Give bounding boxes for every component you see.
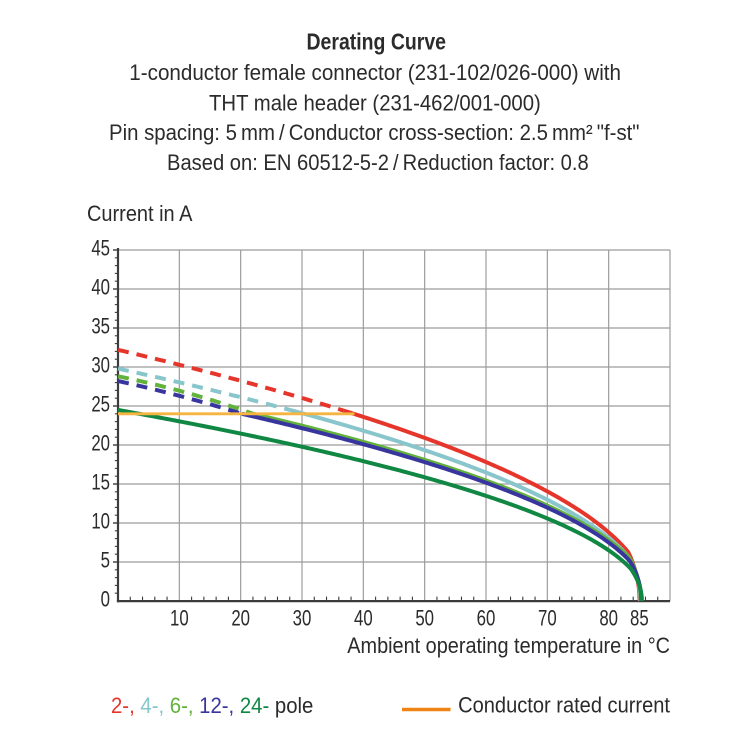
svg-text:40: 40 xyxy=(354,606,373,631)
svg-text:20: 20 xyxy=(231,606,250,631)
svg-text:0: 0 xyxy=(101,587,110,612)
svg-text:30: 30 xyxy=(91,353,110,378)
svg-text:Based on: EN 60512-5-2 / Reduc: Based on: EN 60512-5-2 / Reduction facto… xyxy=(167,151,589,175)
svg-text:10: 10 xyxy=(91,509,110,534)
svg-text:Derating Curve: Derating Curve xyxy=(307,29,447,55)
svg-text:15: 15 xyxy=(91,470,110,495)
svg-text:Ambient operating temperature: Ambient operating temperature in °C xyxy=(347,634,670,658)
svg-text:30: 30 xyxy=(293,606,312,631)
svg-text:Pin spacing: 5 mm / Conductor: Pin spacing: 5 mm / Conductor cross-sect… xyxy=(109,121,640,145)
svg-text:20: 20 xyxy=(91,431,110,456)
svg-text:5: 5 xyxy=(101,548,110,573)
svg-text:Conductor rated current: Conductor rated current xyxy=(458,694,670,718)
svg-text:80: 80 xyxy=(599,606,618,631)
svg-text:THT male header (231-462/001-0: THT male header (231-462/001-000) xyxy=(209,92,541,116)
svg-text:40: 40 xyxy=(91,275,110,300)
svg-text:60: 60 xyxy=(477,606,496,631)
svg-text:10: 10 xyxy=(170,606,189,631)
svg-text:50: 50 xyxy=(415,606,434,631)
svg-text:1-conductor female connector (: 1-conductor female connector (231-102/02… xyxy=(129,61,621,86)
svg-text:45: 45 xyxy=(91,236,110,261)
svg-text:85: 85 xyxy=(630,606,649,631)
svg-text:Current in A: Current in A xyxy=(87,202,192,226)
svg-text:70: 70 xyxy=(538,606,557,631)
svg-text:2-, 4-, 6-, 12-, 24- pole: 2-, 4-, 6-, 12-, 24- pole xyxy=(111,695,313,719)
svg-text:35: 35 xyxy=(91,314,110,339)
svg-text:25: 25 xyxy=(91,392,110,417)
